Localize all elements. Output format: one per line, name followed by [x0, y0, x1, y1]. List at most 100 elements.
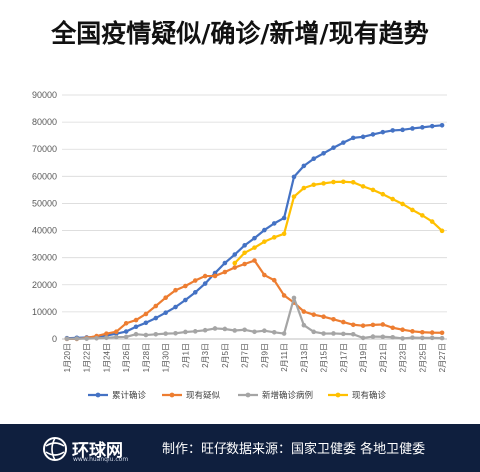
- data-point: [410, 329, 415, 334]
- data-point: [262, 239, 267, 244]
- data-point: [390, 196, 396, 202]
- data-point: [252, 258, 257, 263]
- x-tick-label: 2月27日: [438, 343, 447, 372]
- series-line-0: [66, 124, 443, 340]
- legend-swatch-marker: [245, 392, 251, 398]
- y-tick-label: 40000: [32, 226, 57, 236]
- data-point: [410, 335, 415, 340]
- legend-label: 现有确诊: [352, 390, 387, 401]
- legend-label: 现有疑似: [186, 390, 221, 401]
- data-point: [420, 335, 425, 341]
- data-point: [281, 293, 287, 298]
- data-point: [242, 327, 247, 333]
- x-tick-label: 2月23日: [399, 343, 408, 372]
- y-tick-label: 10000: [32, 307, 57, 317]
- data-point: [350, 135, 356, 141]
- data-point: [311, 156, 317, 162]
- data-point: [271, 235, 277, 240]
- data-point: [252, 245, 257, 250]
- data-point: [410, 126, 415, 131]
- data-point: [281, 215, 287, 221]
- chart-title: 全国疫情疑似/确诊/新增/现有趋势: [51, 19, 429, 48]
- data-point: [291, 174, 297, 180]
- y-tick-label: 20000: [32, 280, 57, 290]
- series-line-3: [233, 180, 443, 264]
- data-point: [271, 329, 277, 335]
- legend-swatch-marker: [335, 392, 341, 398]
- data-point: [420, 125, 425, 130]
- x-tick-label: 2月17日: [339, 343, 348, 372]
- data-point: [173, 287, 178, 293]
- data-point: [360, 335, 366, 341]
- data-point: [370, 187, 376, 193]
- data-point: [420, 329, 425, 335]
- x-tick-label: 2月13日: [300, 343, 309, 372]
- data-point: [232, 260, 238, 266]
- y-tick-label: 50000: [32, 198, 57, 208]
- x-tick-label: 1月22日: [83, 343, 92, 372]
- data-point: [123, 334, 129, 340]
- logo-name: 环球网: [72, 441, 123, 461]
- data-point: [222, 326, 228, 332]
- data-point: [360, 323, 366, 328]
- data-point: [341, 140, 346, 145]
- data-point: [350, 322, 356, 328]
- globe-icon: [43, 437, 67, 461]
- data-point: [202, 327, 208, 333]
- y-tick-label: 70000: [32, 144, 57, 154]
- data-point: [331, 331, 336, 336]
- data-point: [113, 329, 119, 335]
- data-point: [183, 297, 188, 303]
- y-axis-ticks: 0 10000 20000 30000 40000 50000 60000 70000 8000…: [32, 90, 57, 344]
- data-point: [370, 322, 376, 328]
- data-point: [350, 179, 356, 185]
- data-point: [439, 335, 445, 341]
- legend-label: 累计确诊: [112, 390, 147, 401]
- data-point: [380, 322, 386, 327]
- data-point: [143, 320, 149, 326]
- data-point: [429, 219, 435, 224]
- data-point: [153, 303, 159, 309]
- x-tick-label: 1月24日: [102, 343, 111, 372]
- data-point: [262, 227, 267, 233]
- legend-swatch-marker: [169, 392, 175, 398]
- data-point: [380, 191, 386, 197]
- data-point: [400, 201, 405, 207]
- data-point: [232, 252, 238, 257]
- brand-logo: 环球网 www.huanqiu.com: [42, 434, 138, 464]
- data-point: [331, 145, 336, 151]
- data-point: [252, 235, 257, 241]
- data-point: [262, 272, 267, 278]
- data-point: [281, 231, 287, 237]
- x-tick-label: 2月19日: [359, 343, 368, 372]
- data-point: [192, 290, 198, 295]
- data-point: [192, 278, 198, 283]
- data-point: [104, 335, 109, 341]
- x-tick-label: 1月26日: [122, 343, 131, 372]
- data-point: [390, 334, 396, 340]
- x-tick-label: 2月7日: [241, 343, 250, 368]
- x-tick-label: 1月30日: [162, 343, 171, 372]
- y-tick-label: 0: [52, 334, 57, 344]
- data-point: [133, 317, 139, 323]
- source-text: 数据来源：国家卫健委 各地卫健委: [226, 442, 426, 457]
- data-point: [271, 221, 277, 226]
- data-point: [291, 295, 297, 301]
- x-tick-label: 2月3日: [201, 343, 210, 368]
- data-point: [400, 336, 405, 341]
- data-point: [321, 331, 326, 336]
- data-point: [143, 332, 149, 338]
- data-point: [242, 250, 247, 256]
- data-point: [400, 127, 405, 133]
- data-point: [173, 331, 178, 336]
- data-point: [410, 207, 415, 213]
- data-point: [321, 150, 326, 156]
- data-point: [153, 331, 159, 337]
- data-point: [291, 194, 297, 199]
- data-point: [301, 309, 307, 314]
- data-point: [153, 315, 159, 321]
- data-point: [84, 336, 89, 341]
- data-point: [331, 317, 336, 322]
- credit-text: 制作：旺仔: [162, 442, 228, 457]
